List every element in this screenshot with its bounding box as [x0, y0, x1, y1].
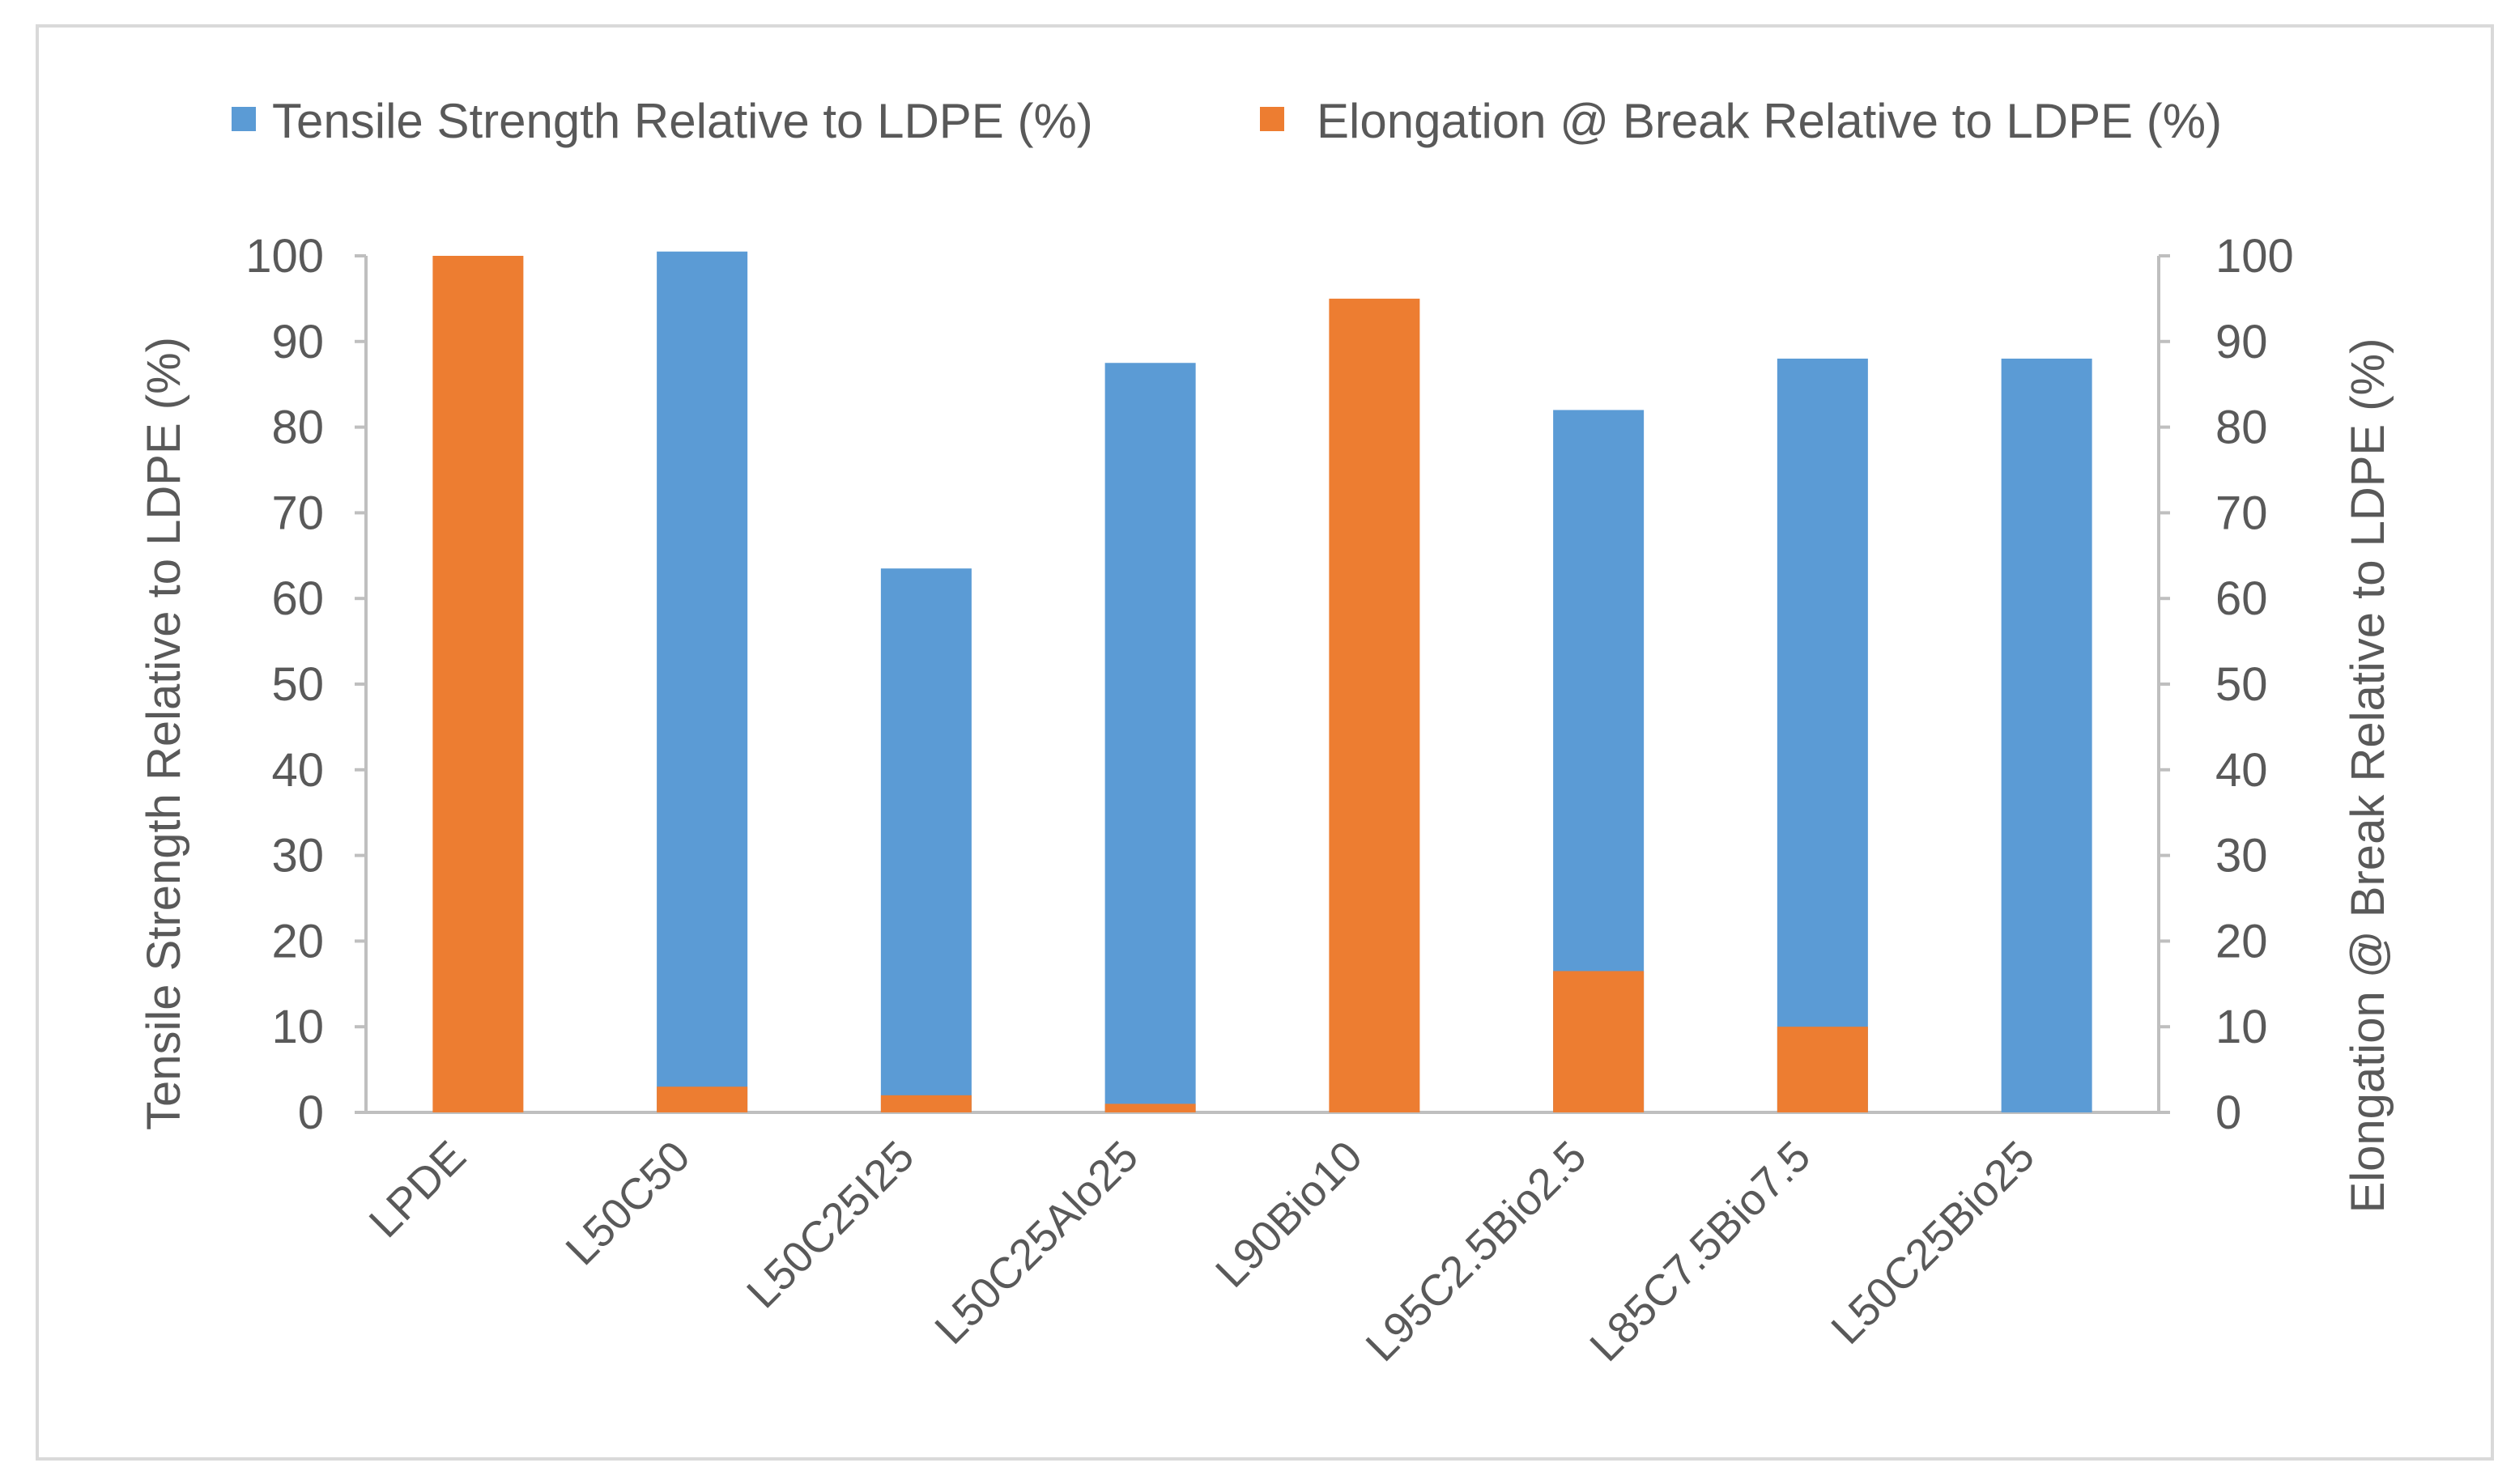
right-tick-label: 60 — [2215, 572, 2268, 625]
right-tick-label: 30 — [2215, 830, 2268, 882]
category-label-7: L85C7.5Bio7.5 — [1581, 1132, 1819, 1371]
right-tick-label: 0 — [2215, 1086, 2241, 1139]
right-tick-label: 40 — [2215, 744, 2268, 797]
right-tick-label: 90 — [2215, 316, 2268, 368]
tensile-bar-8 — [2001, 358, 2092, 1113]
y-axis-title-left: Tensile Strength Relative to LDPE (%) — [138, 337, 190, 1130]
tensile-bar-3 — [880, 568, 972, 1112]
y-axis-title-right: Elongation @ Break Relative to LDPE (%) — [2342, 338, 2394, 1214]
elongation-bar-3 — [880, 1095, 972, 1112]
right-tick-label: 50 — [2215, 658, 2268, 711]
left-tick-label: 100 — [245, 230, 324, 283]
right-tick-label: 100 — [2215, 230, 2294, 283]
tensile-bar-4 — [1104, 363, 1196, 1112]
elongation-bar-4 — [1104, 1103, 1196, 1112]
right-ticks: 0 10 20 30 40 50 60 70 80 90 100 — [2159, 230, 2294, 1139]
right-tick-label: 70 — [2215, 487, 2268, 539]
tensile-bar-7 — [1777, 358, 1868, 1113]
category-label-8: L50C25Bio25 — [1822, 1132, 2044, 1354]
category-label-3: L50C25I25 — [738, 1132, 923, 1317]
legend-swatch-elongation — [1260, 107, 1284, 131]
category-label-5: L90Bio10 — [1206, 1132, 1372, 1297]
right-tick-label: 10 — [2215, 1001, 2268, 1053]
elongation-bar-1 — [432, 256, 524, 1112]
left-tick-label: 80 — [271, 402, 324, 454]
left-tick-label: 40 — [271, 744, 324, 797]
legend-label-elongation: Elongation @ Break Relative to LDPE (%) — [1317, 94, 2222, 148]
left-tick-label: 10 — [271, 1001, 324, 1053]
left-tick-label: 0 — [298, 1086, 324, 1139]
legend-swatch-tensile — [232, 107, 256, 131]
elongation-bar-6 — [1553, 971, 1645, 1112]
left-tick-label: 50 — [271, 658, 324, 711]
left-tick-label: 70 — [271, 487, 324, 539]
bars — [432, 251, 2092, 1113]
category-labels: LPDE L50C50 L50C25I25 L50C25Alo25 L90Bio10L9… — [360, 1132, 2044, 1371]
elongation-bar-7 — [1777, 1027, 1868, 1112]
left-tick-label: 90 — [271, 316, 324, 368]
left-tick-label: 30 — [271, 830, 324, 882]
right-tick-label: 20 — [2215, 915, 2268, 967]
elongation-bar-2 — [657, 1086, 748, 1112]
legend-label-tensile: Tensile Strength Relative to LDPE (%) — [272, 94, 1093, 148]
left-tick-label: 60 — [271, 572, 324, 625]
left-tick-label: 20 — [271, 915, 324, 967]
legend: Tensile Strength Relative to LDPE (%) El… — [232, 94, 2222, 148]
category-label-1: LPDE — [360, 1132, 475, 1247]
tensile-bar-2 — [657, 251, 748, 1113]
elongation-bar-5 — [1329, 298, 1420, 1112]
category-label-2: L50C50 — [556, 1132, 699, 1274]
category-label-6: L95C2.5Bio2.5 — [1357, 1132, 1596, 1371]
right-tick-label: 80 — [2215, 402, 2268, 454]
left-ticks: 0 10 20 30 40 50 60 70 80 90 100 — [245, 230, 366, 1139]
category-label-4: L50C25Alo25 — [926, 1132, 1147, 1354]
